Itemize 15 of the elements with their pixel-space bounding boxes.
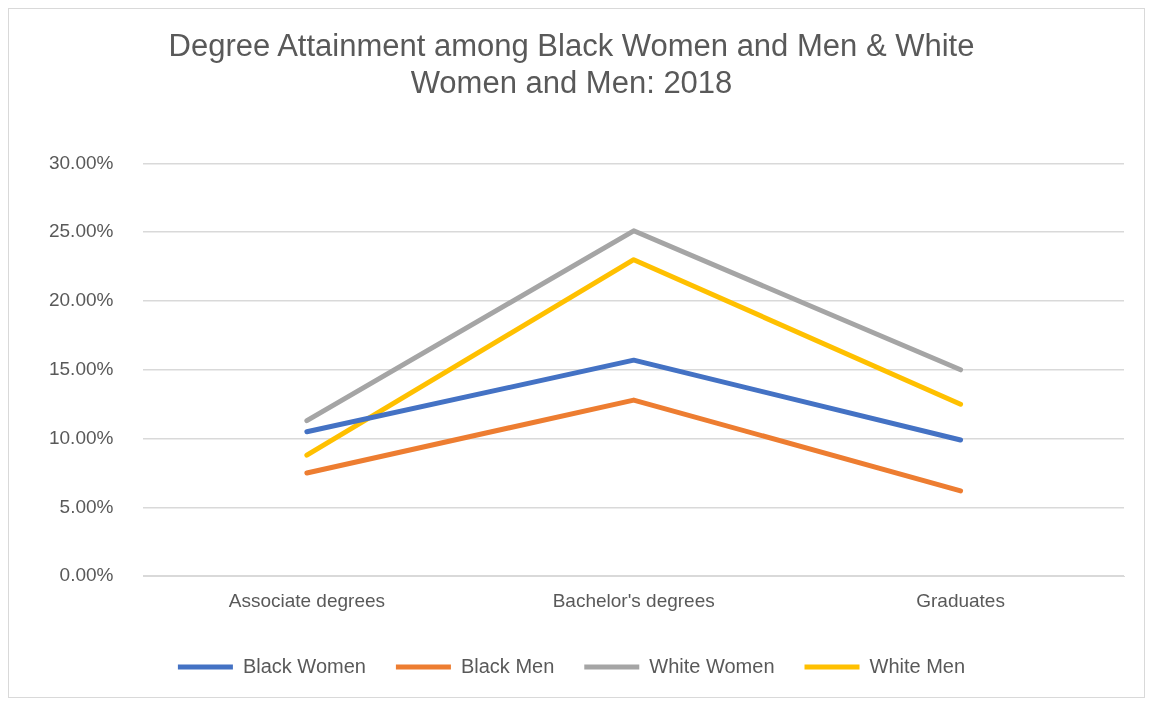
- legend-label: Black Women: [242, 654, 366, 677]
- y-tick-label: 20.00%: [48, 289, 114, 311]
- y-tick-label: 10.00%: [48, 426, 114, 448]
- y-tick-label: 0.00%: [59, 564, 114, 586]
- y-tick-label: 5.00%: [59, 495, 114, 517]
- x-tick-label: Bachelor's degrees: [552, 589, 715, 611]
- legend-label: White Women: [649, 654, 775, 677]
- y-tick-label: 30.00%: [48, 151, 114, 173]
- y-tick-label: 15.00%: [48, 358, 114, 380]
- chart-title: Degree Attainment among Black Women and Men & White Women and Men: 2018: [168, 28, 975, 101]
- x-tick-label: Graduates: [916, 589, 1005, 611]
- legend-label: White Men: [869, 654, 966, 677]
- y-tick-label: 25.00%: [48, 220, 114, 242]
- legend-label: Black Men: [460, 654, 555, 677]
- x-tick-label: Associate degrees: [228, 589, 386, 611]
